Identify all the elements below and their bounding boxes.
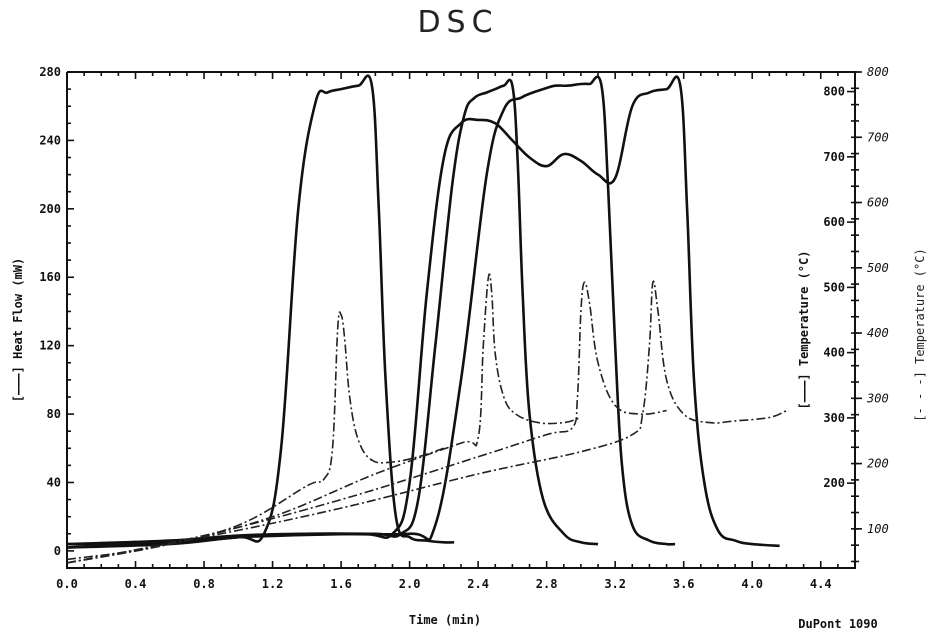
y-axis-title: [———] Heat Flow (mW) — [11, 258, 25, 403]
y-tick-label: 40 — [47, 475, 61, 489]
x-tick-label: 3.6 — [673, 577, 695, 591]
temperature-curve-5 — [66, 311, 445, 561]
y2-outer-tick-label: 600 — [867, 196, 889, 210]
series-layer — [66, 74, 787, 564]
x-tick-label: 2.4 — [467, 577, 489, 591]
y2-outer-tick-label: 200 — [867, 457, 889, 471]
x-tick-label: 0.4 — [125, 577, 147, 591]
heat-flow-curve-3 — [66, 75, 676, 546]
x-tick-label: 0.8 — [193, 577, 215, 591]
y2-outer-tick-label: 700 — [867, 130, 889, 144]
axes — [66, 71, 862, 569]
x-tick-label: 2.0 — [399, 577, 421, 591]
y-tick-label: 280 — [39, 65, 61, 79]
heat-flow-curve-2 — [66, 78, 599, 549]
chart-title: DSC — [417, 5, 498, 40]
instrument-label: DuPont 1090 — [798, 617, 877, 631]
x-tick-label: 3.2 — [604, 577, 626, 591]
y-tick-label: 200 — [39, 202, 61, 216]
y2-outer-tick-label: 400 — [867, 326, 889, 340]
y2-outer-tick-label: 300 — [866, 391, 889, 405]
y3-axis-title: [- - -] Temperature (°C) — [913, 248, 927, 421]
y2-inner-tick-label: 300 — [823, 411, 845, 425]
y2-inner-tick-label: 800 — [823, 85, 845, 99]
y2-inner-tick-label: 200 — [823, 476, 845, 490]
tick-labels: 0.0 0.4 0.8 1.2 1.6 2.0 2.4 2.8 3.2 3.6 4.0 4.4 0 40 8… — [39, 65, 888, 591]
y2-axis-title: [———] Temperature (°C) — [797, 251, 811, 410]
plot-frame — [66, 71, 856, 569]
y2-inner-tick-label: 500 — [823, 280, 845, 294]
y2-inner-tick-label: 700 — [823, 150, 845, 164]
y2-outer-tick-label: 500 — [867, 261, 889, 275]
temperature-curve-6 — [66, 273, 582, 564]
x-axis-title: Time (min) — [409, 613, 481, 627]
x-tick-label: 2.8 — [536, 577, 558, 591]
x-tick-label: 1.6 — [330, 577, 352, 591]
heat-flow-curve-4 — [66, 75, 780, 549]
x-tick-label: 4.4 — [810, 577, 832, 591]
y-tick-label: 0 — [54, 544, 61, 558]
heat-flow-curve-1 — [66, 74, 455, 546]
y2-outer-tick-label: 800 — [867, 65, 889, 79]
x-tick-label: 1.2 — [262, 577, 284, 591]
y2-inner-tick-label: 400 — [823, 346, 845, 360]
y2-outer-tick-label: 100 — [867, 522, 889, 536]
y-tick-label: 80 — [47, 407, 61, 421]
y-tick-label: 240 — [39, 133, 61, 147]
x-tick-label: 4.0 — [741, 577, 763, 591]
y2-inner-tick-label: 600 — [823, 215, 845, 229]
y-tick-label: 120 — [39, 339, 61, 353]
x-tick-label: 0.0 — [56, 577, 78, 591]
temperature-curve-8 — [66, 280, 787, 564]
y-tick-label: 160 — [39, 270, 61, 284]
temperature-curve-7 — [66, 281, 667, 564]
